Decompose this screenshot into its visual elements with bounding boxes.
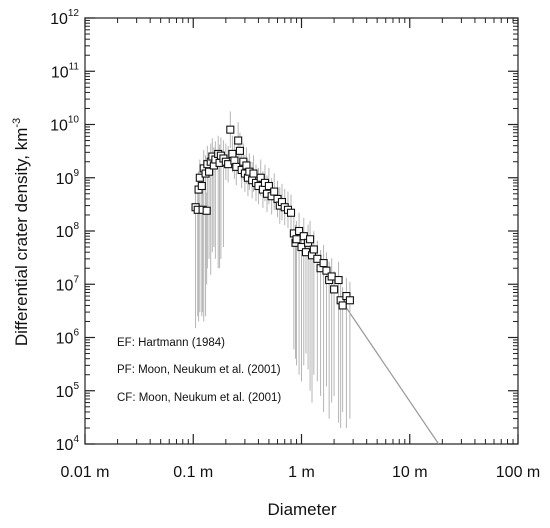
x-tick-label: 0.01 m — [61, 464, 110, 481]
annotation-2: PF: Moon, Neukum et al. (2001) — [117, 364, 281, 376]
y-tick-label: 1011 — [51, 61, 80, 81]
data-point — [319, 259, 328, 268]
data-point — [205, 167, 214, 176]
data-point — [226, 125, 235, 134]
y-tick-label: 1012 — [50, 8, 79, 28]
y-axis-title-text: Differential crater density, km — [12, 128, 31, 347]
data-point — [256, 173, 265, 182]
data-point — [249, 169, 258, 178]
annotation-3: CF: Moon, Neukum et al. (2001) — [117, 392, 281, 404]
y-tick-label: 104 — [56, 434, 80, 454]
data-point — [306, 235, 315, 244]
y-axis-title: Differential crater density, km-3 — [11, 118, 31, 346]
data-point — [202, 206, 211, 215]
data-point — [345, 296, 354, 305]
data-point — [235, 146, 244, 155]
x-axis-ticks: 0.01 m 0.1 m 1 m 10 m 100 m — [61, 18, 540, 481]
x-axis-title: Diameter — [268, 500, 337, 519]
annotation-1: EF: Hartmann (1984) — [117, 337, 225, 349]
data-point — [264, 181, 273, 191]
minor-ticks — [85, 18, 518, 444]
annotations: EF: Hartmann (1984) PF: Moon, Neukum et a… — [117, 337, 281, 404]
data-point — [228, 149, 237, 158]
data-point — [297, 242, 306, 252]
y-tick-label: 107 — [56, 274, 80, 294]
x-tick-label: 10 m — [392, 464, 428, 481]
x-tick-label: 0.1 m — [173, 464, 213, 481]
data-point — [322, 266, 331, 275]
y-tick-label: 105 — [56, 381, 80, 401]
data-point — [195, 173, 204, 182]
y-tick-label: 1010 — [50, 115, 79, 135]
data-point — [330, 285, 339, 294]
reference-line-segment — [345, 307, 440, 445]
y-tick-label: 109 — [56, 168, 80, 188]
data-point — [286, 208, 296, 217]
data-point — [327, 272, 336, 281]
x-tick-label: 100 m — [496, 464, 540, 481]
data-point — [313, 254, 322, 263]
y-tick-label: 108 — [56, 221, 80, 241]
reference-line — [345, 307, 440, 445]
data-point — [292, 235, 301, 244]
x-tick-label: 1 m — [288, 464, 315, 481]
data-point — [338, 301, 347, 310]
y-axis-title-exponent: -3 — [11, 118, 23, 128]
data-points — [191, 125, 354, 310]
data-point — [309, 245, 318, 254]
data-point — [334, 275, 343, 285]
data-point — [234, 136, 243, 145]
y-tick-label: 106 — [56, 328, 80, 348]
y-axis-ticks: 104 105 106 107 108 109 1010 1011 1012 — [50, 8, 518, 454]
data-point — [270, 187, 279, 196]
data-point — [295, 226, 304, 236]
data-point — [197, 181, 206, 191]
